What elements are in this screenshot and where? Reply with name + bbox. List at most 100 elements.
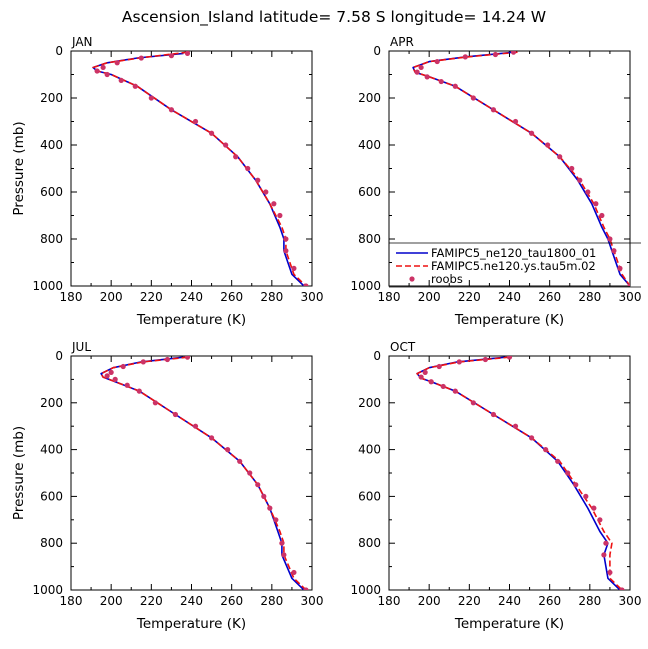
x-tick-label: 220 xyxy=(458,290,481,304)
roobs-point xyxy=(601,552,607,558)
roobs-point xyxy=(585,189,591,195)
x-tick-label: 280 xyxy=(578,594,601,608)
y-tick-label: 200 xyxy=(358,91,381,105)
roobs-point xyxy=(192,118,199,125)
x-tick-label: 300 xyxy=(301,594,324,608)
legend-label: roobs xyxy=(431,272,463,286)
plot-frame xyxy=(70,50,313,287)
roobs-point xyxy=(267,505,273,511)
roobs-point xyxy=(172,411,179,418)
roobs-point xyxy=(112,376,118,382)
roobs-point xyxy=(555,458,561,464)
x-tick-label: 280 xyxy=(260,290,283,304)
roobs-point xyxy=(283,236,289,242)
series-line-dashed xyxy=(100,356,307,590)
x-tick-label: 260 xyxy=(220,594,243,608)
roobs-point xyxy=(118,77,124,83)
roobs-point xyxy=(492,51,499,58)
panel-jan: JAN 180 200 220 240 260 280 300 0 200 400 600 800 100… xyxy=(11,35,323,328)
roobs-point xyxy=(617,265,623,271)
x-tick-label: 220 xyxy=(458,594,481,608)
roobs-point xyxy=(438,78,444,85)
roobs-point xyxy=(94,68,100,74)
roobs-point xyxy=(108,369,114,375)
page-title: Ascension_Island latitude= 7.58 S longit… xyxy=(122,8,546,27)
roobs-point xyxy=(557,154,563,160)
roobs-point xyxy=(510,51,517,55)
roobs-point xyxy=(512,423,519,429)
x-tick-label: 260 xyxy=(538,290,561,304)
roobs-point xyxy=(470,95,476,101)
y-tick-label: 400 xyxy=(40,443,63,457)
legend: FAMIPC5_ne120_tau1800_01FAMIPC5.ne120.ys… xyxy=(389,242,641,288)
roobs-point xyxy=(283,248,289,254)
x-tick-label: 300 xyxy=(619,290,642,304)
panel-oct: OCT 180 200 220 240 260 280 300 0 200 400 600 800 100… xyxy=(350,340,641,632)
x-tick-label: 180 xyxy=(378,290,401,304)
x-tick-label: 200 xyxy=(418,290,441,304)
roobs-point xyxy=(303,587,309,590)
roobs-point xyxy=(237,458,243,464)
series-line-dashed xyxy=(92,51,307,286)
legend-label: FAMIPC5.ne120.ys.tau5m.02 xyxy=(431,259,596,273)
roobs-point xyxy=(164,356,170,363)
y-tick-label: 1000 xyxy=(350,583,381,597)
panel-title: APR xyxy=(390,35,414,49)
y-tick-label: 200 xyxy=(40,91,63,105)
y-tick-label: 0 xyxy=(373,44,381,58)
roobs-point xyxy=(263,189,269,195)
roobs-point xyxy=(462,54,468,60)
series-group xyxy=(92,51,309,286)
y-tick-label: 1000 xyxy=(32,279,63,293)
series-group xyxy=(100,356,309,590)
roobs-point xyxy=(573,482,579,488)
roobs-point xyxy=(184,51,191,56)
roobs-point xyxy=(490,411,497,418)
roobs-point xyxy=(424,74,430,80)
roobs-point xyxy=(603,540,609,546)
legend-marker-dot xyxy=(409,276,415,282)
x-axis-label: Temperature (K) xyxy=(136,312,246,328)
y-tick-label: 400 xyxy=(358,138,381,152)
roobs-point xyxy=(114,60,120,66)
roobs-point xyxy=(452,83,458,89)
roobs-point xyxy=(291,569,297,576)
panel-jul: JUL 180 200 220 240 260 280 300 0 200 400 600 800 100… xyxy=(11,340,323,632)
y-axis-label: Pressure (mb) xyxy=(11,426,27,520)
roobs-point xyxy=(569,165,575,172)
roobs-point xyxy=(277,212,283,219)
series-line-dashed xyxy=(416,356,623,590)
roobs-point xyxy=(528,435,535,441)
roobs-point xyxy=(545,142,551,148)
x-tick-label: 180 xyxy=(60,594,83,608)
x-tick-label: 240 xyxy=(180,594,203,608)
roobs-point xyxy=(225,447,231,453)
roobs-point xyxy=(565,470,571,476)
roobs-point xyxy=(168,107,175,113)
x-tick-label: 200 xyxy=(418,594,441,608)
roobs-point xyxy=(124,382,130,388)
roobs-point xyxy=(428,379,434,385)
x-tick-label: 280 xyxy=(578,290,601,304)
y-tick-label: 200 xyxy=(358,396,381,410)
roobs-point xyxy=(577,177,583,183)
roobs-point xyxy=(247,470,253,476)
legend-label: FAMIPC5_ne120_tau1800_01 xyxy=(431,246,596,260)
roobs-point xyxy=(184,356,191,360)
y-tick-label: 1000 xyxy=(350,279,381,293)
roobs-point xyxy=(619,587,625,590)
plot-frame xyxy=(388,355,631,591)
roobs-point xyxy=(470,400,476,406)
roobs-point xyxy=(599,212,605,219)
roobs-point xyxy=(192,423,199,429)
roobs-point xyxy=(104,373,110,379)
series-line-solid xyxy=(92,52,305,286)
y-tick-label: 600 xyxy=(358,489,381,503)
roobs-point xyxy=(607,236,613,242)
roobs-point xyxy=(100,64,106,71)
roobs-point xyxy=(152,400,158,406)
panel-title: OCT xyxy=(390,340,416,354)
roobs-point xyxy=(279,540,285,546)
roobs-point xyxy=(597,517,603,523)
series-line-solid xyxy=(416,356,621,590)
